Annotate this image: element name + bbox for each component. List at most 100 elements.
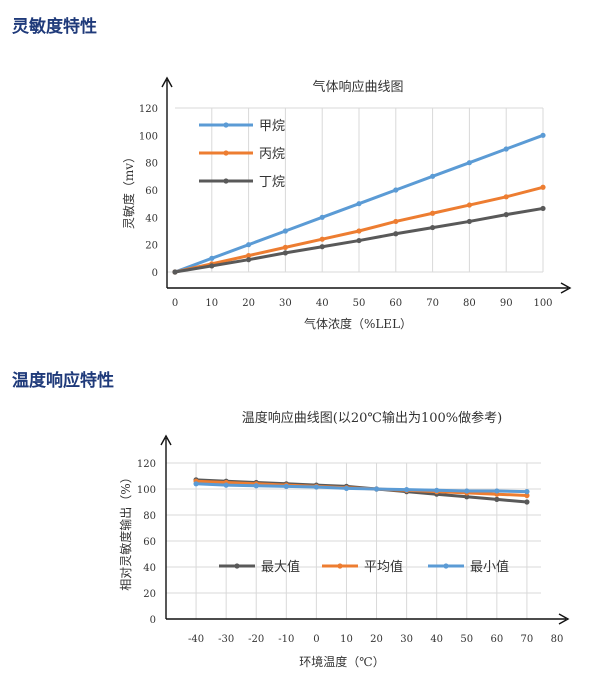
y-tick-label: 120	[137, 459, 156, 470]
data-point	[540, 184, 546, 190]
legend-marker	[223, 150, 229, 156]
x-axis-arrow-icon	[560, 282, 572, 294]
legend-label: 平均值	[364, 559, 403, 575]
y-tick-label: 0	[150, 615, 156, 626]
y-axis-arrow-icon	[160, 434, 172, 446]
legend-marker	[223, 122, 229, 128]
data-point	[464, 488, 470, 494]
x-tick-label: 90	[500, 298, 513, 309]
data-point	[319, 244, 325, 250]
data-point	[356, 237, 362, 244]
y-tick-label: 60	[143, 537, 156, 548]
x-axis-label: 环境温度（℃）	[299, 654, 384, 669]
x-tick-label: 70	[426, 298, 439, 309]
y-axis-label: 灵敏度（mv）	[121, 151, 136, 229]
data-point	[524, 499, 530, 505]
x-tick-label: 50	[353, 298, 366, 309]
legend-label: 最小值	[470, 559, 509, 575]
legend-marker	[337, 563, 343, 569]
series-line	[196, 482, 527, 494]
legend-label: 甲烷	[259, 119, 285, 134]
data-point	[503, 194, 509, 200]
x-axis-arrow-icon	[558, 613, 570, 625]
data-point	[356, 201, 362, 207]
x-tick-label: 0	[313, 634, 319, 645]
data-point	[209, 255, 215, 261]
x-tick-label: 20	[370, 634, 383, 645]
data-point	[319, 214, 325, 220]
data-point	[223, 482, 229, 488]
x-tick-label: -30	[218, 634, 234, 645]
data-point	[282, 250, 288, 256]
data-point	[356, 228, 362, 234]
x-tick-label: 80	[551, 634, 564, 645]
data-point	[282, 228, 288, 234]
data-point	[466, 218, 472, 225]
y-tick-label: 80	[143, 511, 156, 522]
data-point	[524, 489, 530, 495]
data-point	[246, 253, 252, 259]
data-point	[283, 483, 289, 489]
x-tick-label: 60	[389, 298, 402, 309]
y-tick-label: 80	[145, 159, 158, 170]
y-tick-label: 100	[139, 131, 158, 142]
x-tick-label: 30	[400, 634, 413, 645]
data-point	[373, 486, 380, 492]
data-point	[430, 210, 436, 216]
data-point	[172, 269, 178, 275]
data-point	[282, 244, 288, 250]
x-tick-label: 0	[172, 298, 178, 309]
temperature-response-chart: 0 20 40 60 80 100 120 -40 -30 -20 -10 0 10 20 30 40 50 60…	[118, 410, 570, 669]
x-tick-label: 20	[242, 298, 255, 309]
y-tick-label: 100	[137, 485, 156, 496]
x-tick-label: 60	[490, 634, 503, 645]
chart-title: 气体响应曲线图	[312, 79, 403, 95]
data-point	[393, 231, 399, 237]
y-axis-label: 相对灵敏度输出（%）	[118, 471, 133, 590]
data-point	[209, 263, 215, 269]
data-point	[193, 481, 199, 487]
legend-marker	[443, 563, 449, 569]
x-tick-label: 30	[279, 298, 292, 309]
legend-label: 最大值	[261, 559, 300, 575]
section-title-sensitivity: 灵敏度特性	[12, 17, 97, 37]
data-point	[464, 494, 470, 500]
data-point	[466, 160, 472, 166]
y-tick-label: 40	[145, 213, 158, 224]
data-point	[503, 146, 509, 152]
data-point	[319, 236, 325, 242]
y-tick-label: 120	[139, 104, 158, 115]
y-tick-label: 60	[145, 186, 158, 197]
x-tick-label: -40	[188, 634, 204, 645]
data-point	[494, 488, 500, 494]
y-tick-label: 0	[152, 268, 158, 279]
data-point	[246, 257, 252, 263]
x-tick-label: 10	[340, 634, 353, 645]
data-point	[430, 173, 436, 179]
y-tick-label: 20	[143, 589, 156, 600]
legend-marker	[234, 563, 240, 569]
data-point	[313, 484, 319, 490]
data-point	[404, 487, 410, 493]
data-point	[393, 218, 399, 225]
x-tick-label: 80	[463, 298, 476, 309]
x-tick-label: -20	[248, 634, 264, 645]
chart-title: 温度响应曲线图(以20℃输出为100%做参考)	[242, 410, 502, 426]
y-axis-arrow-icon	[161, 76, 173, 88]
data-point	[246, 242, 252, 248]
data-point	[430, 224, 436, 231]
data-point	[503, 212, 509, 218]
data-point	[343, 485, 350, 491]
data-point	[434, 487, 440, 493]
data-point	[524, 492, 530, 499]
x-axis-label: 气体浓度（%LEL）	[304, 316, 412, 331]
legend-label: 丙烷	[259, 147, 285, 162]
data-point	[393, 187, 399, 193]
x-tick-label: -10	[278, 634, 294, 645]
x-tick-label: 100	[533, 298, 552, 309]
x-tick-label: 40	[430, 634, 443, 645]
x-tick-label: 10	[205, 298, 218, 309]
legend-marker	[223, 178, 229, 184]
data-point	[540, 205, 546, 212]
x-tick-label: 70	[521, 634, 534, 645]
